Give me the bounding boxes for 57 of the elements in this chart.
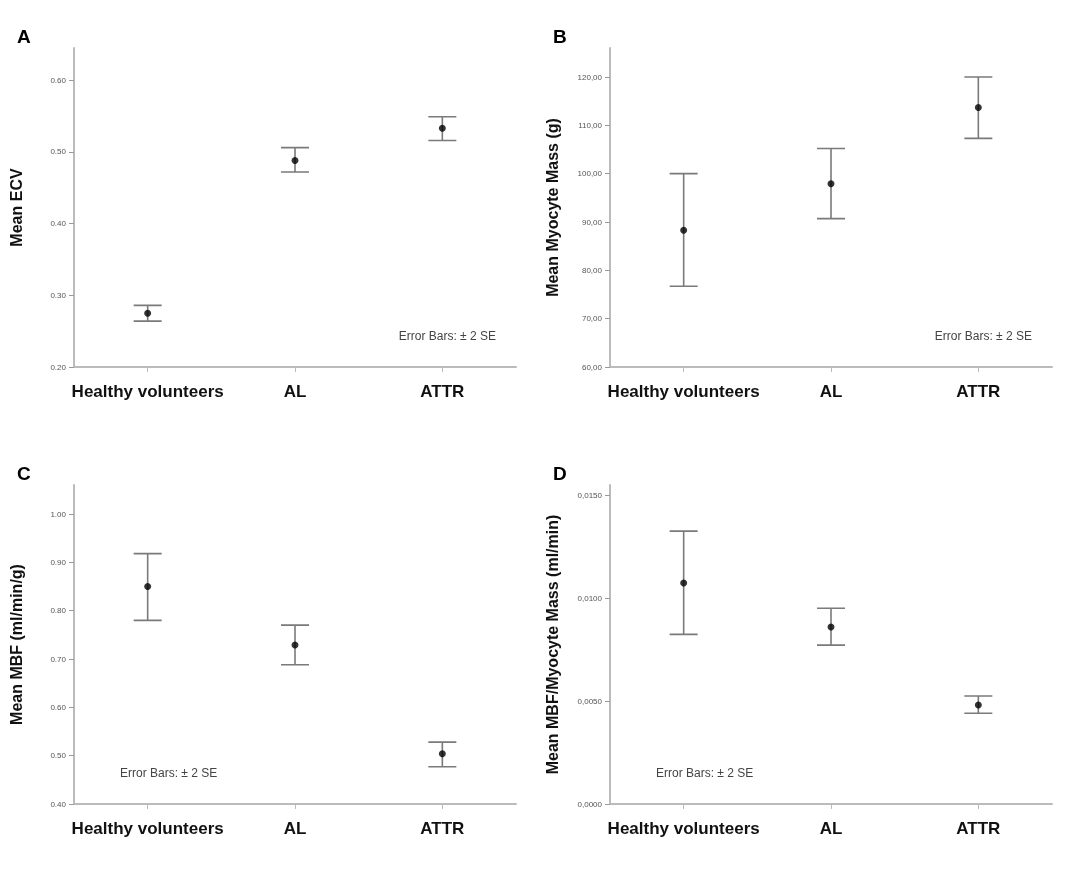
y-tick-label: 0,0050	[577, 696, 603, 706]
annotation: Error Bars: ± 2 SE	[120, 766, 218, 780]
y-tick-label: 90,00	[581, 217, 603, 227]
y-tick-label: 0.60	[50, 75, 67, 85]
y-tick-label: 0.40	[50, 799, 67, 809]
chart-title: A	[17, 26, 31, 47]
y-tick-label: 0.60	[50, 702, 67, 712]
x-tick-label: Healthy volunteers	[71, 382, 224, 401]
x-tick-label: ATTR	[420, 382, 465, 401]
point	[974, 103, 982, 111]
point	[438, 124, 446, 132]
annotation: Error Bars: ± 2 SE	[934, 329, 1032, 343]
point	[144, 583, 152, 590]
y-tick-label: 1.00	[50, 509, 67, 519]
y-tick-label: 100,00	[577, 169, 603, 179]
point	[680, 226, 688, 234]
y-tick-label: 0.50	[50, 751, 67, 761]
point	[680, 579, 688, 587]
x-tick-label: AL	[819, 819, 843, 838]
y-tick-label: 0.40	[50, 219, 67, 229]
y-axis-title: Mean MBF (ml/min/g)	[7, 564, 25, 725]
x-tick-label: ATTR	[420, 819, 465, 838]
point	[438, 750, 446, 758]
y-tick-label: 120,00	[577, 72, 603, 82]
point	[291, 157, 299, 165]
y-axis-title: Mean MBF/Myocyte Mass (ml/min)	[543, 514, 561, 775]
y-tick-label: 0.80	[50, 606, 67, 616]
chart-title: C	[17, 463, 31, 484]
chart-title: D	[553, 463, 567, 484]
y-tick-label: 0.30	[50, 290, 67, 300]
x-tick-label: ATTR	[956, 382, 1001, 401]
x-tick-label: AL	[283, 382, 307, 401]
y-tick-label: 110,00	[578, 120, 603, 130]
y-tick-label: 0.90	[50, 557, 67, 567]
x-tick-label: AL	[819, 382, 843, 401]
y-tick-label: 0,0150	[577, 490, 603, 500]
point	[144, 309, 152, 317]
chart-title: B	[553, 26, 567, 47]
x-tick-label: Healthy volunteers	[607, 382, 760, 401]
annotation: Error Bars: ± 2 SE	[656, 766, 754, 780]
y-tick-label: 70,00	[581, 314, 603, 324]
annotation: Error Bars: ± 2 SE	[398, 329, 496, 343]
point	[827, 180, 835, 188]
point	[974, 701, 982, 709]
y-tick-label: 0,0000	[577, 799, 603, 809]
x-tick-label: AL	[283, 819, 307, 838]
x-tick-label: Healthy volunteers	[607, 819, 760, 838]
x-tick-label: ATTR	[956, 819, 1001, 838]
y-tick-label: 0.50	[50, 147, 67, 157]
y-axis-title: Mean ECV	[7, 168, 25, 247]
y-axis-title: Mean Myocyte Mass (g)	[543, 118, 561, 297]
y-tick-label: 80,00	[581, 265, 603, 275]
y-tick-label: 0.70	[50, 654, 67, 664]
y-tick-label: 60,00	[581, 362, 603, 372]
y-tick-label: 0,0100	[577, 593, 603, 603]
y-tick-label: 0.20	[50, 362, 67, 372]
x-tick-label: Healthy volunteers	[71, 819, 224, 838]
